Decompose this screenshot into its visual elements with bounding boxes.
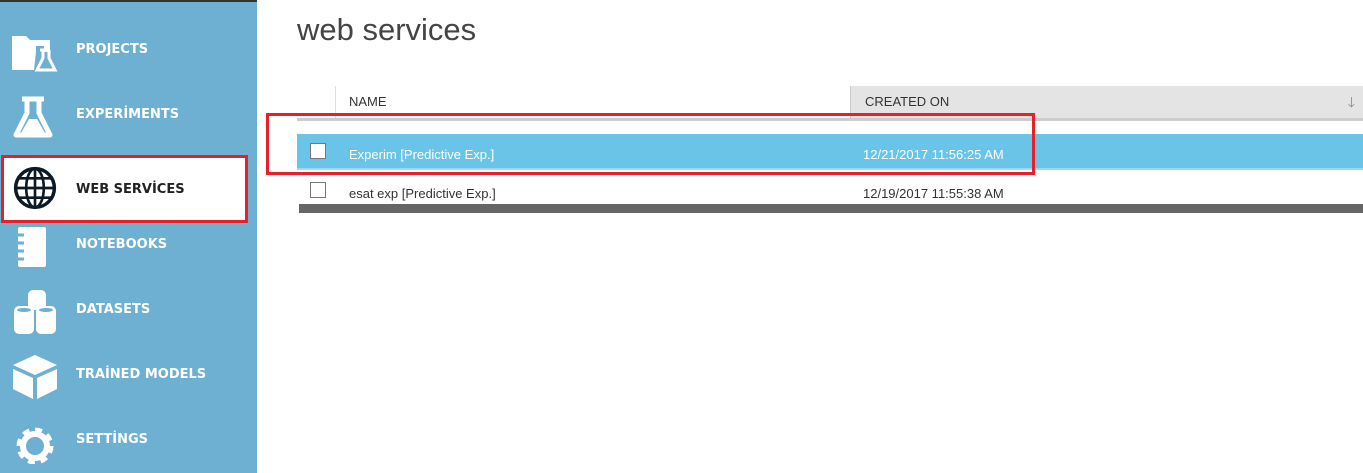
sidebar-item-label: TRAİNED MODELS [76,367,207,382]
row-checkbox[interactable] [310,182,326,198]
notebook-icon [16,227,46,267]
flask-icon [13,96,53,138]
horizontal-scrollbar[interactable] [299,204,1363,213]
row-created-on: 12/21/2017 11:56:25 AM [863,147,1004,162]
sidebar-item-label: WEB SERVİCES [76,182,185,197]
sidebar-item-experiments[interactable]: EXPERİMENTS [0,83,257,148]
database-icon [14,290,56,334]
row-name: esat exp [Predictive Exp.] [349,186,496,201]
column-header-created-on[interactable]: CREATED ON 🡓 [850,86,1363,118]
gear-icon [16,427,54,464]
sidebar-item-notebooks[interactable]: NOTEBOOKS [0,213,257,278]
sidebar-item-label: DATASETS [76,302,151,317]
top-border [0,0,257,2]
sidebar-item-label: PROJECTS [76,42,149,57]
sidebar-item-web-services[interactable]: WEB SERVİCES [1,155,248,223]
sidebar-item-settings[interactable]: SETTİNGS [0,408,257,473]
table-row[interactable]: esat exp [Predictive Exp.] 12/19/2017 11… [297,174,1363,210]
sidebar-item-trained-models[interactable]: TRAİNED MODELS [0,343,257,408]
column-header-label: CREATED ON [865,94,950,109]
sidebar: PROJECTS EXPERİMENTS WEB SERVİCES NOTEBO… [0,2,257,473]
sidebar-item-projects[interactable]: PROJECTS [0,18,257,83]
sidebar-item-label: EXPERİMENTS [76,107,180,122]
folder-flask-icon [12,36,58,72]
column-header-name[interactable]: NAME [349,94,387,109]
sidebar-item-label: SETTİNGS [76,432,149,447]
table-row[interactable]: Experim [Predictive Exp.] 12/21/2017 11:… [297,134,1363,170]
row-checkbox[interactable] [310,143,326,159]
row-name: Experim [Predictive Exp.] [349,147,495,162]
sort-descending-icon[interactable]: 🡓 [1347,95,1355,111]
globe-icon [13,166,57,210]
row-created-on: 12/19/2017 11:55:38 AM [863,186,1004,201]
sidebar-item-label: NOTEBOOKS [76,237,168,252]
column-divider [335,86,336,118]
cube-icon [13,355,57,399]
page-title: web services [297,12,477,47]
sidebar-item-datasets[interactable]: DATASETS [0,278,257,343]
header-divider [297,118,1363,121]
